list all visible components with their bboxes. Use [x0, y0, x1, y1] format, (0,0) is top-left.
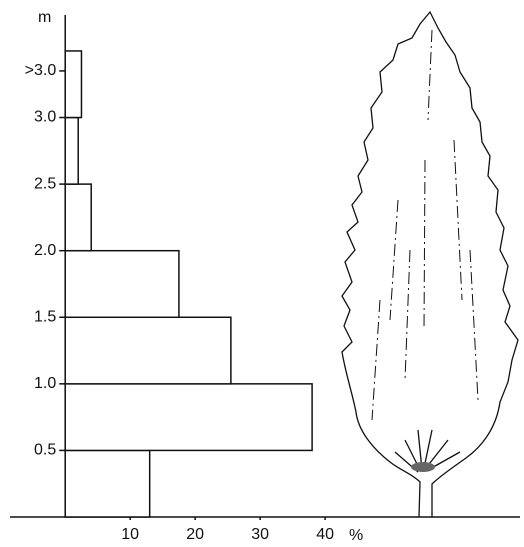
bar	[64, 249, 180, 319]
x-axis-label: %	[349, 527, 363, 544]
x-tick-label: 40	[316, 526, 334, 543]
x-tick-label: 30	[251, 526, 269, 543]
x-tick-label: 10	[121, 526, 139, 543]
bar	[64, 316, 232, 385]
x-tick-label: 20	[186, 526, 204, 543]
y-tick-label: >3.0	[25, 62, 57, 79]
y-tick-label: 2.5	[34, 175, 56, 192]
y-tick-label: 3.0	[34, 109, 56, 126]
y-tick-label: 1.0	[34, 375, 56, 392]
tree-illustration	[341, 10, 519, 518]
bar	[64, 383, 313, 452]
bar	[64, 50, 83, 119]
y-tick-label: 2.0	[34, 242, 56, 259]
bar	[64, 449, 151, 518]
y-tick-label: 0.5	[34, 442, 56, 459]
y-axis-label: m	[38, 9, 51, 26]
bar	[64, 183, 92, 252]
y-tick-label: 1.5	[34, 308, 56, 325]
bar	[64, 116, 79, 185]
